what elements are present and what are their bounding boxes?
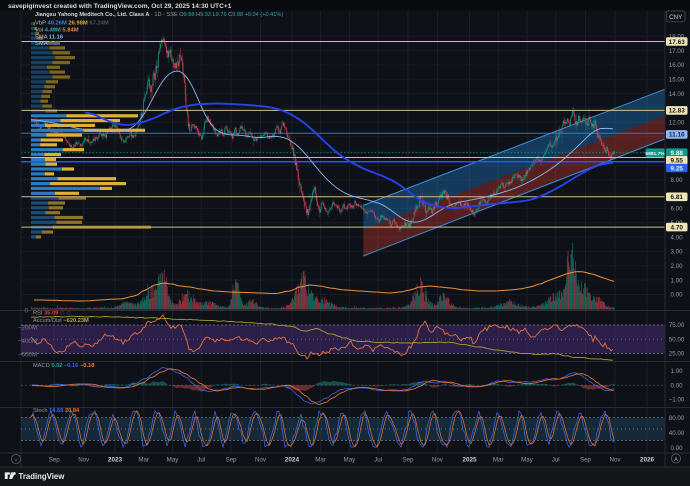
svg-text:Sep: Sep xyxy=(49,457,61,464)
svg-text:6881.7%: 6881.7% xyxy=(645,151,665,157)
svg-text:−400M: −400M xyxy=(18,338,37,345)
svg-text:6.00: 6.00 xyxy=(670,206,683,213)
svg-text:TradingView: TradingView xyxy=(19,472,66,481)
svg-text:2025: 2025 xyxy=(462,457,477,464)
svg-text:4.00: 4.00 xyxy=(670,234,683,241)
svg-text:0.00: 0.00 xyxy=(670,292,683,299)
svg-text:40.00: 40.00 xyxy=(669,430,685,437)
svg-text:9.55: 9.55 xyxy=(671,158,684,165)
svg-text:8.00: 8.00 xyxy=(670,177,683,184)
svg-text:80.00: 80.00 xyxy=(669,415,685,422)
svg-text:15.00: 15.00 xyxy=(669,76,685,83)
svg-text:0: 0 xyxy=(25,308,29,315)
svg-text:18.00: 18.00 xyxy=(669,33,685,40)
svg-text:17.63: 17.63 xyxy=(669,39,685,46)
svg-text:SMA 11.16: SMA 11.16 xyxy=(35,34,64,40)
svg-text:Sep: Sep xyxy=(225,457,237,464)
svg-text:Accum/Dist −620.23M: Accum/Dist −620.23M xyxy=(33,318,89,324)
svg-text:Jiangsu Yahong Meditech Co., L: Jiangsu Yahong Meditech Co., Ltd. Class … xyxy=(35,12,283,18)
svg-text:1.00: 1.00 xyxy=(670,368,683,375)
svg-text:MACD 0.02 −0.16 −0.18: MACD 0.02 −0.16 −0.18 xyxy=(33,363,94,369)
svg-text:Jul: Jul xyxy=(197,457,205,464)
svg-text:17.00: 17.00 xyxy=(669,48,685,55)
svg-text:May: May xyxy=(167,457,180,464)
svg-text:2.00: 2.00 xyxy=(670,263,683,270)
svg-text:12.00: 12.00 xyxy=(669,120,685,127)
svg-text:Nov: Nov xyxy=(78,457,90,464)
svg-text:CNY: CNY xyxy=(669,14,682,21)
svg-text:Mar: Mar xyxy=(315,457,326,464)
svg-text:−600M: −600M xyxy=(18,351,37,358)
svg-text:75.00: 75.00 xyxy=(669,322,685,329)
svg-text:6.81: 6.81 xyxy=(671,194,684,201)
svg-text:VbP 40.26M 26.98M 67.24M: VbP 40.26M 26.98M 67.24M xyxy=(35,21,109,27)
svg-text:4.70: 4.70 xyxy=(671,224,684,231)
svg-text:Vol 4.49M 5.84M: Vol 4.49M 5.84M xyxy=(35,28,79,34)
svg-text:−200M: −200M xyxy=(18,324,37,331)
svg-text:SMA 9.23: SMA 9.23 xyxy=(35,41,61,47)
svg-text:Jul: Jul xyxy=(552,457,560,464)
svg-text:16.00: 16.00 xyxy=(669,62,685,69)
svg-text:14.00: 14.00 xyxy=(669,91,685,98)
svg-text:0.00: 0.00 xyxy=(670,382,683,389)
svg-text:2023: 2023 xyxy=(108,457,123,464)
svg-text:12.83: 12.83 xyxy=(669,108,685,115)
svg-text:−1.00: −1.00 xyxy=(669,397,685,404)
svg-text:Sep: Sep xyxy=(402,457,414,464)
svg-text:2024: 2024 xyxy=(285,457,300,464)
svg-text:«: « xyxy=(14,457,17,463)
svg-text:Mar: Mar xyxy=(138,457,149,464)
svg-text:25.00: 25.00 xyxy=(669,351,685,358)
svg-text:11.16: 11.16 xyxy=(669,132,685,139)
svg-text:3.00: 3.00 xyxy=(670,249,683,256)
svg-text:Jul: Jul xyxy=(374,457,382,464)
svg-text:RSI 35.09 ∅ ∅: RSI 35.09 ∅ ∅ xyxy=(33,310,71,317)
svg-text:Nov: Nov xyxy=(432,457,444,464)
svg-text:2026: 2026 xyxy=(640,457,655,464)
svg-text:50.00: 50.00 xyxy=(669,336,685,343)
svg-text:9.88: 9.88 xyxy=(671,150,684,157)
svg-text:Sep: Sep xyxy=(580,457,592,464)
svg-text:Nov: Nov xyxy=(255,457,267,464)
svg-text:Nov: Nov xyxy=(609,457,621,464)
svg-text:Mar: Mar xyxy=(493,457,504,464)
svg-text:savepiginvest created with Tra: savepiginvest created with TradingView.c… xyxy=(8,3,232,10)
svg-text:A: A xyxy=(674,457,678,463)
svg-text:0.00: 0.00 xyxy=(670,445,683,452)
svg-text:May: May xyxy=(344,457,357,464)
svg-text:May: May xyxy=(521,457,534,464)
svg-text:9.25: 9.25 xyxy=(671,165,684,172)
svg-text:Stoch 14.69 20.84: Stoch 14.69 20.84 xyxy=(33,408,80,414)
svg-text:1.00: 1.00 xyxy=(670,277,683,284)
